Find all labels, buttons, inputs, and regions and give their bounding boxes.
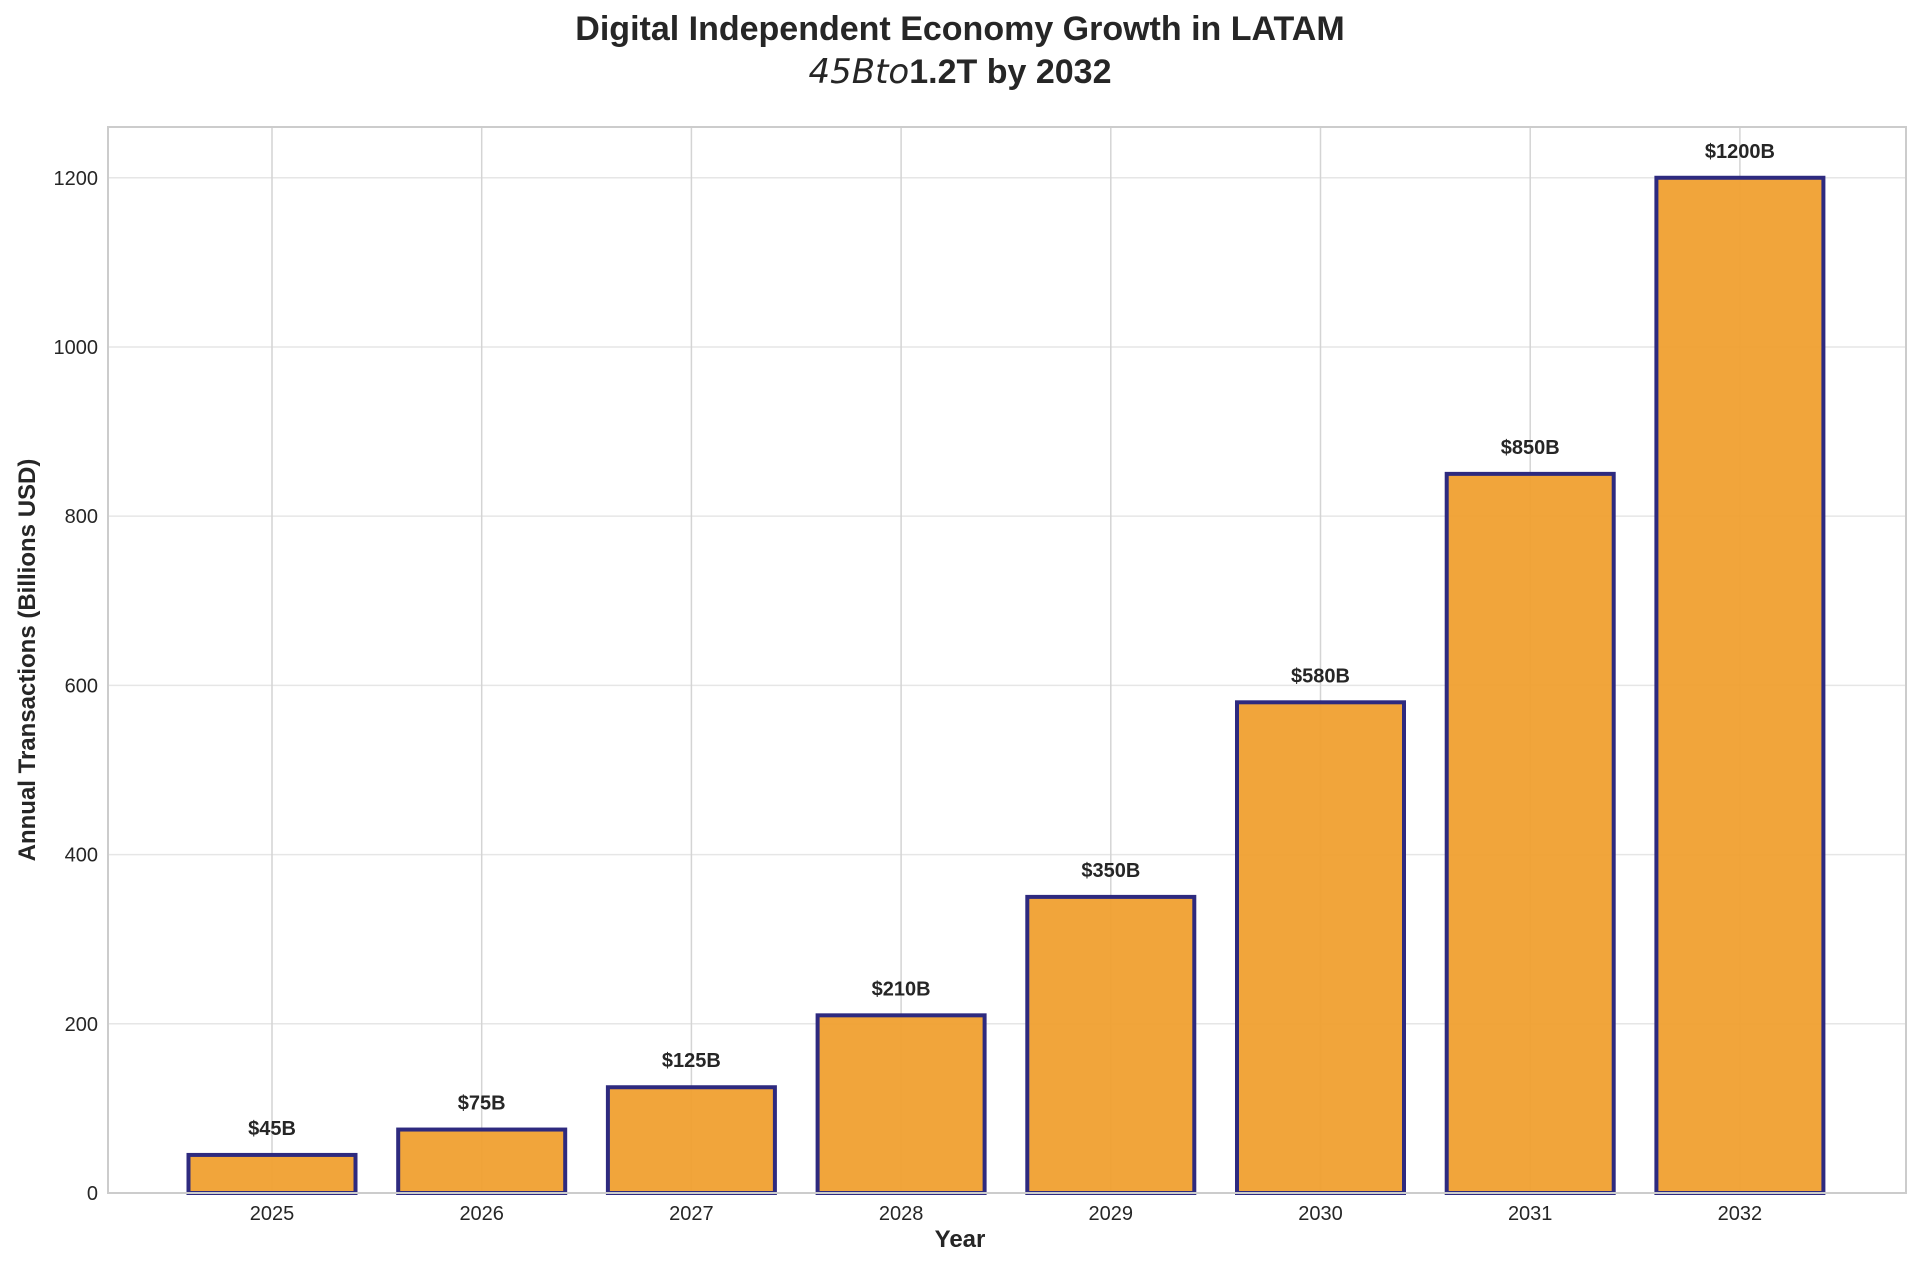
bar-2028 (815, 1013, 987, 1195)
bar-2031 (1444, 471, 1616, 1196)
bar-2029 (1025, 894, 1197, 1196)
chart-title: Digital Independent Economy Growth in LA… (575, 10, 1345, 48)
bar-2025 (186, 1152, 358, 1196)
x-tick-label-2027: 2027 (669, 1203, 714, 1225)
x-tick-label-2026: 2026 (459, 1203, 504, 1225)
chart-subtitle: 45Bto1.2T by 2032 (0, 52, 1920, 92)
data-label-2029: $350B (1081, 860, 1140, 882)
bar-2032 (1654, 175, 1826, 1195)
y-axis-label: Annual Transactions (Billions USD) (14, 458, 41, 862)
x-tick-label-2030: 2030 (1298, 1203, 1343, 1225)
y-tick-label: 0 (87, 1183, 98, 1205)
plot-background (108, 127, 1906, 1193)
data-label-2027: $125B (662, 1050, 721, 1072)
data-label-2032: $1200B (1705, 141, 1775, 163)
x-tick-label-2031: 2031 (1508, 1203, 1553, 1225)
x-tick-label-2032: 2032 (1718, 1203, 1763, 1225)
y-tick-label: 1000 (54, 337, 99, 359)
x-tick-label-2028: 2028 (879, 1203, 924, 1225)
x-tick-label-2025: 2025 (250, 1203, 295, 1225)
plot-frame (107, 126, 1907, 1194)
y-tick-label: 800 (65, 506, 98, 528)
bar-2030 (1235, 700, 1406, 1195)
y-tick-label: 600 (65, 675, 98, 697)
chart-subtitle-rest: 1.2T by 2032 (909, 53, 1112, 91)
x-axis-label: Year (934, 1226, 986, 1253)
y-tick-label: 200 (65, 1014, 98, 1036)
data-label-2031: $850B (1501, 437, 1560, 459)
data-label-2026: $75B (458, 1093, 506, 1115)
data-label-2025: $45B (248, 1118, 296, 1140)
data-label-2030: $580B (1291, 665, 1350, 687)
y-tick-label: 1200 (54, 168, 99, 190)
chart-subtitle-math: 45Bto (808, 52, 910, 92)
data-label-2028: $210B (872, 978, 931, 1000)
y-tick-label: 400 (65, 845, 98, 867)
bar-2026 (396, 1127, 568, 1195)
x-tick-label-2029: 2029 (1089, 1203, 1134, 1225)
bar-2027 (605, 1085, 777, 1195)
